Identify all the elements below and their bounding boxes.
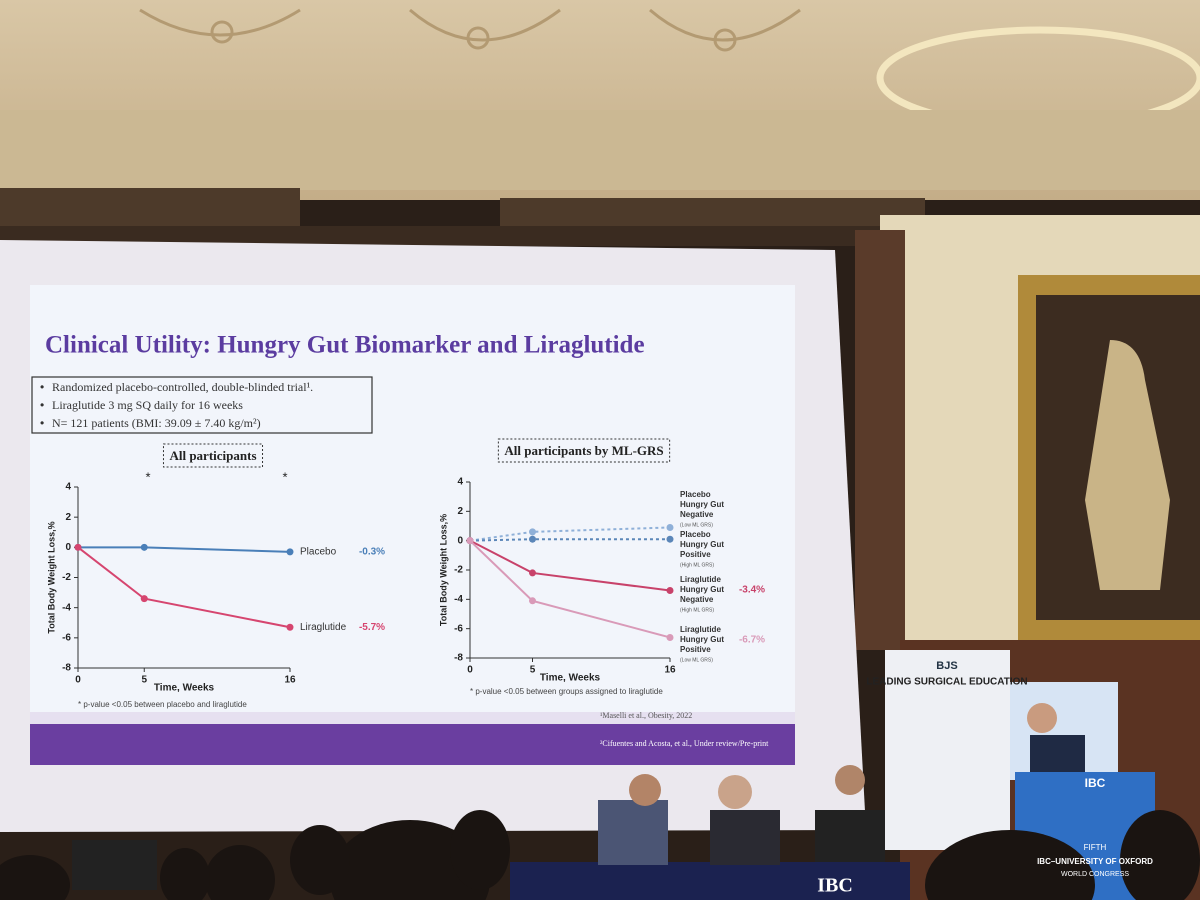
point	[529, 569, 536, 577]
point	[74, 543, 82, 551]
series-label: Placebo	[300, 546, 337, 557]
slide-footer-band	[30, 722, 795, 765]
y-tick-label: -6	[454, 623, 463, 634]
speaker-head	[1027, 703, 1057, 733]
stage-table	[510, 862, 910, 900]
x-tick-label: 0	[467, 665, 473, 676]
point	[140, 543, 148, 551]
y-tick-label: -4	[454, 594, 463, 605]
panelist-head	[718, 775, 752, 809]
point	[529, 528, 536, 536]
banner-title: LEADING SURGICAL EDUCATION	[866, 677, 1027, 688]
x-tick-label: 5	[141, 675, 147, 686]
y-tick-label: -4	[62, 602, 71, 613]
bullet: Randomized placebo-controlled, double-bl…	[52, 380, 313, 394]
panelist	[598, 800, 668, 865]
x-tick-label: 0	[75, 675, 81, 686]
series-label: Liraglutide	[300, 622, 347, 633]
y-tick-label: 4	[457, 477, 463, 488]
podium-logo: IBC	[1085, 776, 1106, 790]
slide-footer-strip	[30, 712, 795, 724]
beam	[0, 226, 900, 246]
y-axis-label: Total Body Weight Loss,%	[438, 514, 448, 626]
end-annotation: -3.4%	[739, 585, 765, 596]
x-tick-label: 16	[284, 675, 296, 686]
end-annotation: -5.7%	[359, 622, 385, 633]
point	[286, 548, 294, 556]
point	[529, 535, 536, 543]
footnote: * p-value <0.05 between placebo and lira…	[78, 700, 247, 709]
y-tick-label: 0	[457, 535, 463, 546]
point	[666, 535, 674, 543]
bullet-marker: •	[40, 416, 44, 430]
ceiling-ornaments	[139, 8, 801, 52]
panelist	[710, 810, 780, 865]
cornice	[0, 110, 1200, 190]
panelist-head	[835, 765, 865, 795]
point	[529, 597, 536, 605]
bullet-marker: •	[40, 380, 44, 394]
y-tick-label: -6	[62, 632, 71, 643]
chart-title-box	[497, 438, 671, 463]
chart-title: All participants	[169, 448, 256, 463]
bullet: N= 121 patients (BMI: 39.09 ± 7.40 kg/m²…	[52, 416, 261, 430]
y-tick-label: 4	[65, 482, 71, 493]
podium-title: IBC–UNIVERSITY OF OXFORD	[1037, 857, 1153, 866]
reference: ¹Maselli et al., Obesity, 2022	[600, 711, 692, 720]
bullet-marker: •	[40, 398, 44, 412]
podium-subtitle: WORLD CONGRESS	[1061, 871, 1129, 878]
y-tick-label: 2	[65, 512, 71, 523]
footnote: * p-value <0.05 between groups assigned …	[470, 687, 663, 696]
chart-title: All participants by ML-GRS	[504, 443, 663, 458]
audience	[0, 810, 1200, 900]
table-logo: IBC	[817, 875, 853, 897]
panelist-head	[629, 774, 661, 806]
series-note: (Low ML GRS)	[680, 522, 713, 528]
point	[286, 623, 294, 631]
point	[466, 537, 474, 545]
monitor	[72, 840, 157, 890]
significance-star: *	[145, 469, 150, 484]
slide-title: Clinical Utility: Hungry Gut Biomarker a…	[45, 332, 645, 359]
y-axis-label: Total Body Weight Loss,%	[46, 521, 56, 633]
series-label: Placebo Hungry Gut Negative	[680, 490, 724, 519]
y-tick-label: 0	[65, 542, 71, 553]
series-label: Liraglutide Hungry Gut Positive	[680, 625, 724, 654]
point	[666, 633, 674, 641]
end-annotation: -0.3%	[359, 546, 385, 557]
podium-edition: FIFTH	[1084, 843, 1107, 852]
y-tick-label: 2	[457, 506, 463, 517]
laptop	[815, 810, 885, 862]
point	[666, 523, 674, 531]
x-axis-label: Time, Weeks	[154, 683, 215, 694]
series-label: Placebo Hungry Gut Positive	[680, 530, 724, 559]
beam	[0, 188, 300, 228]
chart-title-box	[162, 443, 264, 468]
painting-figure	[1085, 340, 1170, 590]
y-tick-label: -2	[454, 565, 463, 576]
significance-star: *	[282, 469, 287, 484]
end-annotation: -6.7%	[739, 635, 765, 646]
y-tick-label: -2	[62, 572, 71, 583]
bullet: Liraglutide 3 mg SQ daily for 16 weeks	[52, 398, 243, 412]
slide	[30, 285, 795, 765]
y-tick-label: -8	[62, 663, 71, 674]
x-axis-label: Time, Weeks	[540, 673, 601, 684]
reference: ²Cifuentes and Acosta, et al., Under rev…	[600, 739, 769, 748]
x-tick-label: 5	[530, 665, 536, 676]
banner	[885, 650, 1010, 850]
bullet-box	[31, 376, 373, 434]
banner-brand: BJS	[936, 660, 957, 672]
series-note: (High ML GRS)	[680, 562, 714, 568]
series-label: Liraglutide Hungry Gut Negative	[680, 575, 724, 604]
series-note: (Low ML GRS)	[680, 657, 713, 663]
pillar	[855, 230, 905, 650]
x-tick-label: 16	[664, 665, 676, 676]
series-note: (High ML GRS)	[680, 607, 714, 613]
y-tick-label: -8	[454, 653, 463, 664]
point	[666, 587, 674, 595]
point	[140, 595, 148, 603]
